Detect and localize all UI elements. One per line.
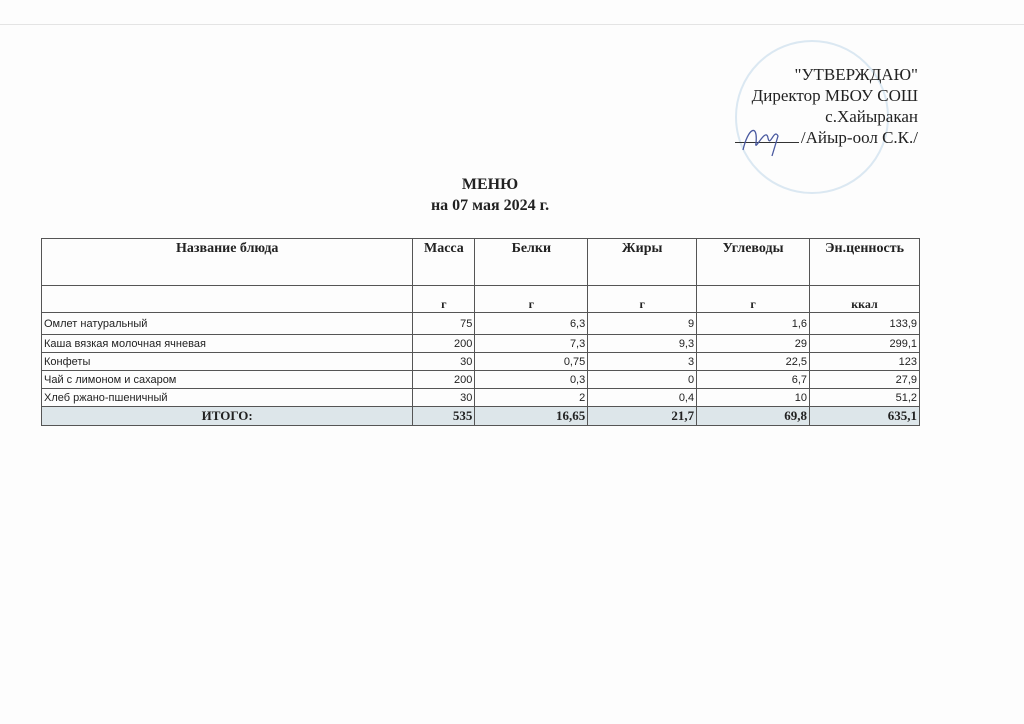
total-cell: ИТОГО:	[40, 406, 414, 426]
approval-location: с.Хайыракан	[825, 107, 918, 126]
header-cell: Название блюда	[40, 238, 414, 286]
value-cell: 75	[412, 312, 476, 335]
value-cell: 133,9	[809, 312, 920, 335]
dish-name-cell: Каша вязкая молочная ячневая	[40, 334, 414, 353]
value-cell: 123	[809, 352, 920, 371]
header-cell: Жиры	[587, 238, 698, 286]
value-cell: 10	[696, 388, 811, 407]
value-cell: 0	[587, 370, 698, 389]
value-cell: 299,1	[809, 334, 920, 353]
menu-table: Название блюда Масса Белки Жиры Углеводы…	[40, 238, 920, 426]
units-row: г г г г ккал	[40, 285, 920, 313]
header-cell: Углеводы	[696, 238, 811, 286]
value-cell: 3	[587, 352, 698, 371]
approval-name: /Айыр-оол С.К./	[800, 128, 918, 147]
table-row: Конфеты 30 0,75 3 22,5 123	[40, 352, 920, 371]
value-cell: 2	[474, 388, 589, 407]
value-cell: 200	[412, 370, 476, 389]
unit-cell: г	[474, 285, 589, 313]
unit-cell: г	[412, 285, 476, 313]
total-cell: 69,8	[696, 406, 811, 426]
header-row: Название блюда Масса Белки Жиры Углеводы…	[40, 238, 920, 286]
value-cell: 6,7	[696, 370, 811, 389]
value-cell: 9,3	[587, 334, 698, 353]
table-row: Хлеб ржано-пшеничный 30 2 0,4 10 51,2	[40, 388, 920, 407]
total-row: ИТОГО: 535 16,65 21,7 69,8 635,1	[40, 406, 920, 426]
table-row: Каша вязкая молочная ячневая 200 7,3 9,3 29 2…	[40, 334, 920, 353]
approval-block: "УТВЕРЖДАЮ" Директор МБОУ СОШ с.Хайырака…	[734, 64, 918, 148]
value-cell: 1,6	[696, 312, 811, 335]
approval-position: Директор МБОУ СОШ	[751, 86, 918, 105]
value-cell: 0,3	[474, 370, 589, 389]
stamp-seal	[735, 40, 889, 194]
value-cell: 30	[412, 388, 476, 407]
total-cell: 21,7	[587, 406, 698, 426]
header-cell: Эн.ценность	[809, 238, 920, 286]
total-cell: 535	[412, 406, 476, 426]
table-row: Чай с лимоном и сахаром 200 0,3 0 6,7 27,9	[40, 370, 920, 389]
value-cell: 30	[412, 352, 476, 371]
value-cell: 0,4	[587, 388, 698, 407]
value-cell: 27,9	[809, 370, 920, 389]
value-cell: 7,3	[474, 334, 589, 353]
dish-name-cell: Конфеты	[40, 352, 414, 371]
dish-name-cell: Омлет натуральный	[40, 312, 414, 335]
total-cell: 16,65	[474, 406, 589, 426]
total-cell: 635,1	[809, 406, 920, 426]
signature-line	[734, 128, 799, 143]
page-subtitle: на 07 мая 2024 г.	[430, 197, 550, 214]
dish-name-cell: Хлеб ржано-пшеничный	[40, 388, 414, 407]
value-cell: 0,75	[474, 352, 589, 371]
unit-cell: ккал	[809, 285, 920, 313]
signature	[742, 129, 779, 157]
value-cell: 29	[696, 334, 811, 353]
unit-cell: г	[696, 285, 811, 313]
value-cell: 22,5	[696, 352, 811, 371]
table-row: Омлет натуральный 75 6,3 9 1,6 133,9	[40, 312, 920, 335]
value-cell: 9	[587, 312, 698, 335]
value-cell: 51,2	[809, 388, 920, 407]
unit-cell: г	[587, 285, 698, 313]
approval-heading: "УТВЕРЖДАЮ"	[794, 65, 918, 84]
dish-name-cell: Чай с лимоном и сахаром	[40, 370, 414, 389]
value-cell: 6,3	[474, 312, 589, 335]
scan-edge	[0, 24, 1024, 25]
header-cell: Белки	[474, 238, 589, 286]
page-title: МЕНЮ	[461, 176, 519, 193]
unit-cell	[40, 285, 414, 313]
value-cell: 200	[412, 334, 476, 353]
header-cell: Масса	[412, 238, 476, 286]
